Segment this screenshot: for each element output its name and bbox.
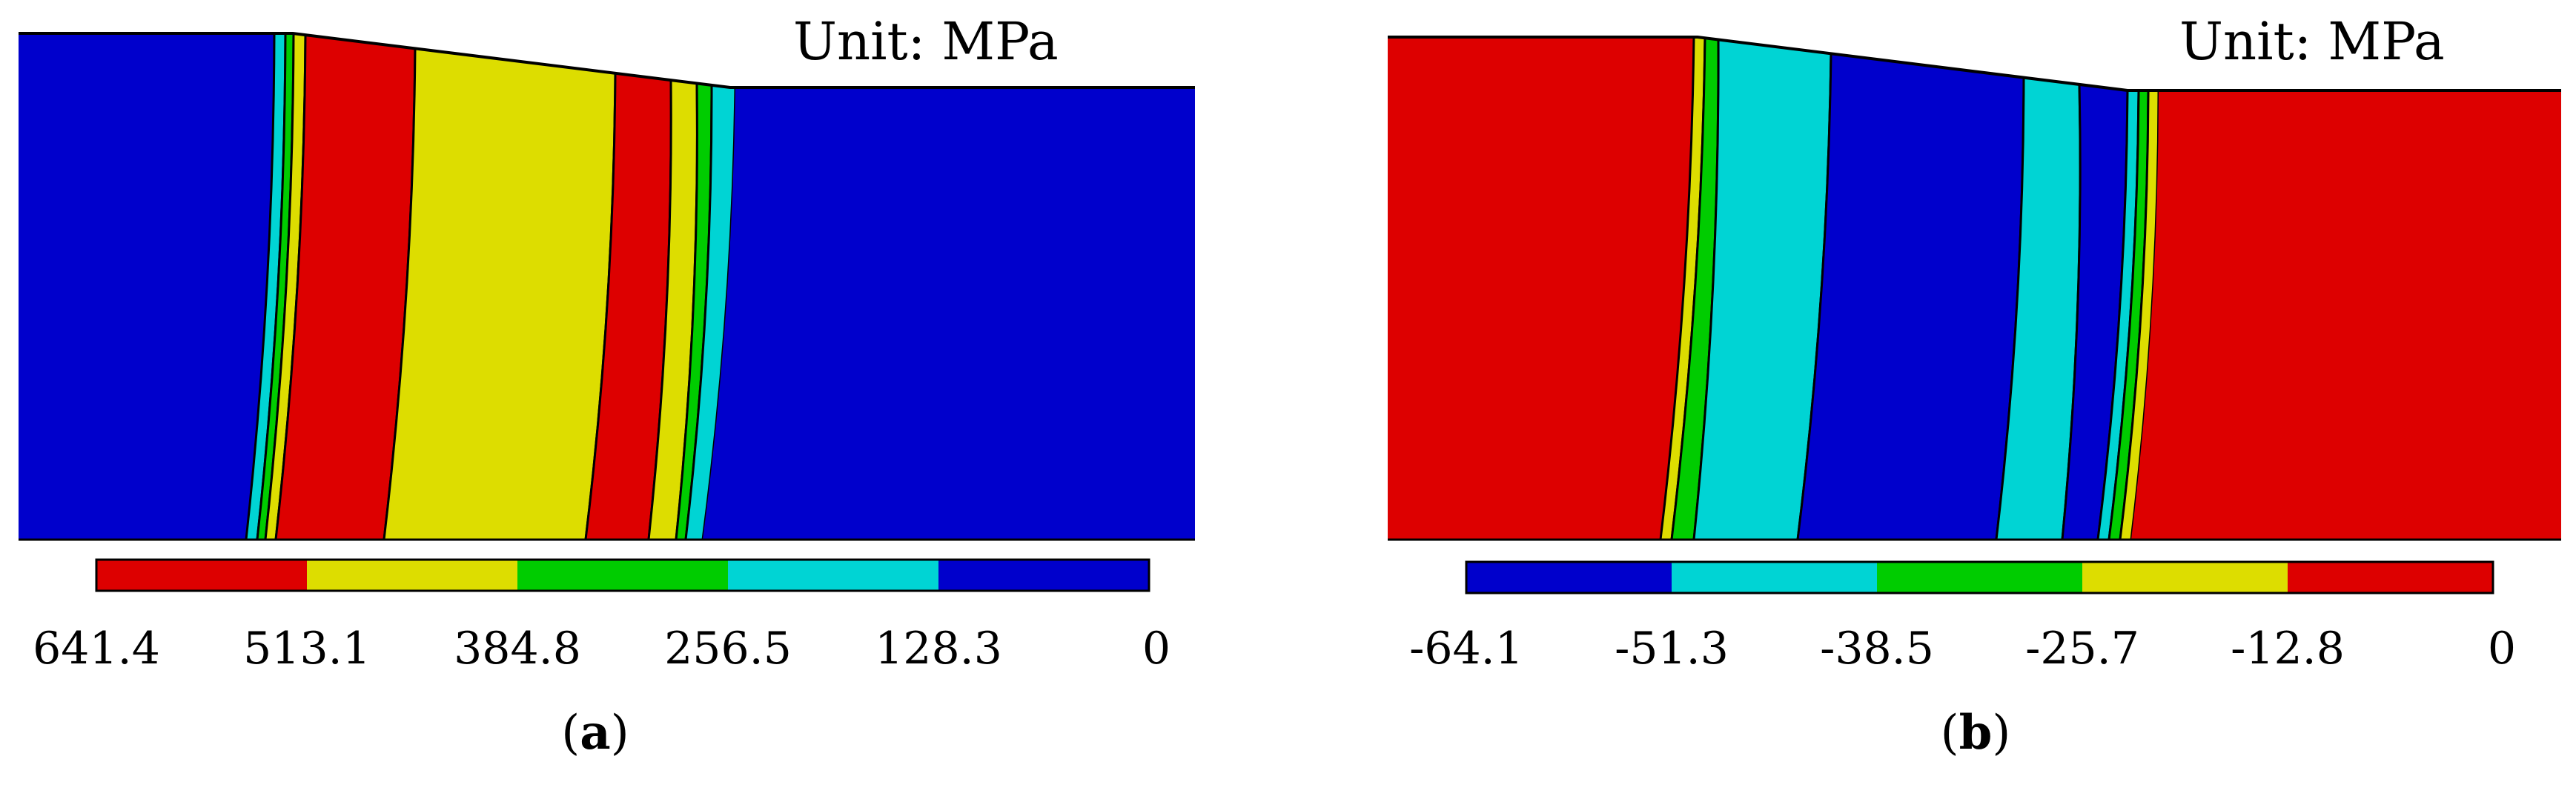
- panel-a: Unit: MPa 641.4 513.1 384.8 256.5 128.3 …: [19, 11, 1195, 761]
- panel-b-band-11: [2131, 90, 2561, 540]
- panel-b-legend-swatch-2: [1672, 562, 1877, 593]
- panel-a-legend-tick-4: 256.5: [664, 623, 792, 675]
- panel-b-band-1: [1388, 37, 1694, 540]
- panel-a-legend-tick-5: 128.3: [875, 623, 1002, 675]
- panel-a-legend-swatch-5: [938, 560, 1149, 591]
- panel-b-legend-tick-5: -12.8: [2231, 623, 2345, 675]
- panel-a-legend-swatch-4: [728, 560, 938, 591]
- panel-b-legend-tick-6: 0: [2488, 623, 2516, 675]
- panel-a-legend-tick-2: 513.1: [243, 623, 371, 675]
- panel-a-legend: 641.4 513.1 384.8 256.5 128.3 0: [33, 558, 1171, 675]
- panel-a-legend-tick-6: 0: [1142, 623, 1171, 675]
- panel-b-top-outline: [1388, 36, 2561, 92]
- panel-b-band-5: [1796, 52, 2025, 541]
- panel-b-legend-tick-4: -25.7: [2025, 623, 2139, 675]
- panel-a-band-6: [383, 47, 617, 541]
- panel-b-legend-frame: [1465, 560, 2494, 594]
- panel-a-legend-tick-1: 641.4: [33, 623, 160, 675]
- panel-b-legend-swatch-5: [2288, 562, 2493, 593]
- panel-a-shaft: [19, 32, 1195, 541]
- panel-b-legend-tick-2: -51.3: [1615, 623, 1729, 675]
- panel-a-legend-frame: [95, 558, 1150, 592]
- panel-a-legend-tick-3: 384.8: [454, 623, 581, 675]
- panel-b-shaft: [1388, 36, 2561, 541]
- panel-b-unit-label: Unit: MPa: [2179, 11, 2445, 72]
- panel-a-legend-swatch-3: [517, 560, 728, 591]
- panel-b-legend: -64.1 -51.3 -38.5 -25.7 -12.8 0: [1409, 560, 2516, 675]
- panel-a-top-outline: [19, 32, 1195, 89]
- panel-a-unit-label: Unit: MPa: [793, 11, 1059, 72]
- panel-a-band-11: [703, 87, 1195, 540]
- panel-a-band-1: [19, 33, 274, 540]
- panel-b-legend-tick-3: -38.5: [1820, 623, 1934, 675]
- panel-b-legend-tick-1: -64.1: [1409, 623, 1523, 675]
- panel-b-legend-swatch-4: [2082, 562, 2288, 593]
- panel-a-caption: (a): [561, 705, 629, 761]
- panel-b-caption: (b): [1941, 705, 2011, 761]
- panel-b-legend-swatch-3: [1877, 562, 2082, 593]
- panel-a-legend-swatch-1: [96, 560, 307, 591]
- panel-b-legend-swatch-1: [1466, 562, 1672, 593]
- panel-a-legend-swatch-2: [307, 560, 517, 591]
- panel-b: Unit: MPa -64.1 -51.3 -38.5 -25.7 -12.8 …: [1388, 11, 2561, 761]
